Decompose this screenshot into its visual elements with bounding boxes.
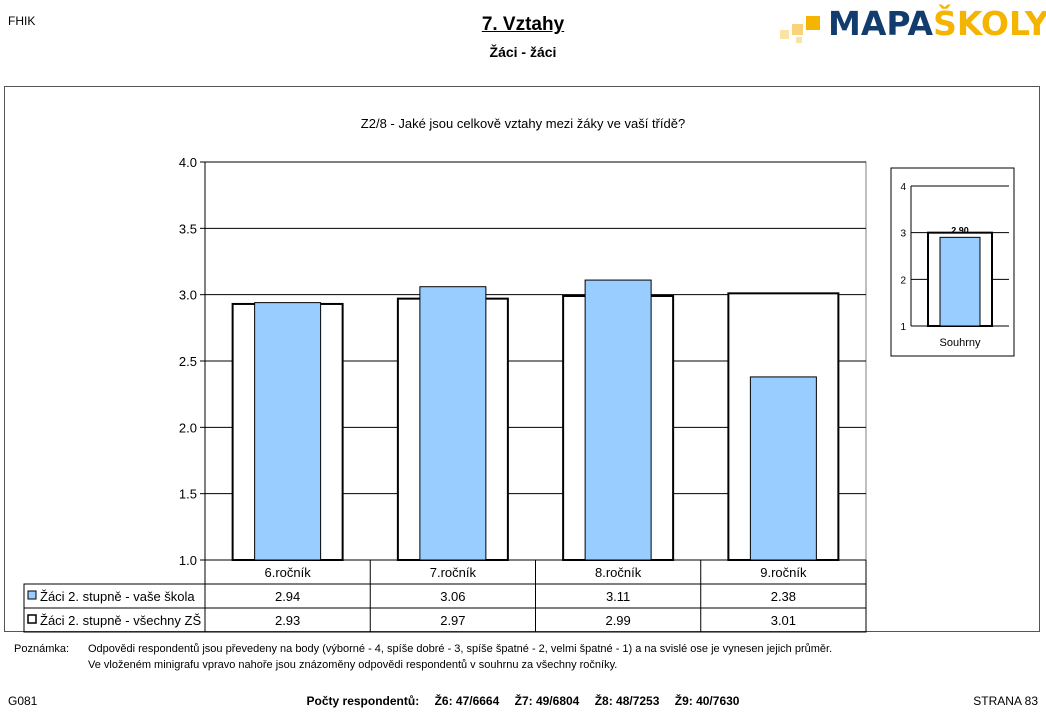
bar-your-school [584,279,652,561]
mini-category-label: Souhrny [940,337,981,349]
mini-y-tick-label: 1 [900,322,906,333]
note-line-2: Ve vloženém minigrafu vpravo nahoře jsou… [88,659,618,671]
y-tick-label: 4.0 [179,155,197,170]
bar-your-school [419,286,487,561]
y-tick-label: 3.0 [179,288,197,303]
respondents-label: Počty respondentů: [306,694,420,708]
y-tick-label: 1.0 [179,553,197,568]
mini-data-label: 2.90 [951,225,969,235]
table-value-your-school: 2.38 [771,589,796,604]
respondent-count: Ž9: 40/7630 [674,694,740,708]
legend-label-your-school: Žáci 2. stupně - vaše škola [40,589,195,604]
respondent-count: Ž8: 48/7253 [594,694,660,708]
logo: MAPAŠKOLY [778,4,1046,44]
chart-title: Z2/8 - Jaké jsou celkově vztahy mezi žák… [360,116,686,131]
table-value-all-schools: 2.99 [605,613,630,628]
footer-code: G081 [8,694,38,708]
main-chart: 1.0 1.5 2.0 2.5 3.0 3.5 4.0 6.ročník 2.94 2.93 7.r… [23,155,867,633]
y-tick-label: 3.5 [179,221,197,236]
respondent-count: Ž6: 47/6664 [434,694,500,708]
x-category-label: 9.ročník [760,565,807,580]
page-title: 7. Vztahy [481,14,565,35]
bar-your-school [749,376,817,561]
table-value-your-school: 3.06 [440,589,465,604]
legend-label-all-schools: Žáci 2. stupně - všechny ZŠ [40,613,201,628]
bar-your-school [254,302,322,561]
y-tick-label: 2.5 [179,354,197,369]
page-number: STRANA 83 [973,694,1038,708]
mini-y-tick-label: 2 [900,275,906,286]
page-subtitle: Žáci - žáci [489,44,557,60]
corner-label: FHIK [8,14,36,28]
footer-respondents: Počty respondentů: Ž6: 47/6664 Ž7: 49/68… [0,694,1046,708]
legend-swatch-your-school [27,590,37,600]
table-value-all-schools: 3.01 [771,613,796,628]
table-value-all-schools: 2.93 [275,613,300,628]
note-line-1: Odpovědi respondentů jsou převedeny na b… [88,643,833,655]
mini-chart: 1 2 3 4 2.90 Souhrny [890,167,1015,357]
note-label: Poznámka: [14,643,70,655]
logo-text-part1: MAPA [828,4,934,43]
x-category-label: 7.ročník [430,565,477,580]
logo-text-part2: ŠKOLY [933,4,1046,43]
logo-squares-icon [780,16,820,43]
y-tick-label: 1.5 [179,487,197,502]
mini-y-tick-label: 3 [900,229,906,240]
x-category-label: 6.ročník [265,565,312,580]
table-value-all-schools: 2.97 [440,613,465,628]
legend-swatch-all-schools [27,614,37,624]
y-tick-label: 2.0 [179,420,197,435]
respondent-count: Ž7: 49/6804 [514,694,580,708]
mini-y-tick-label: 4 [900,182,906,193]
mini-bar-your-school [939,236,981,327]
x-category-label: 8.ročník [595,565,642,580]
table-value-your-school: 2.94 [275,589,300,604]
table-value-your-school: 3.11 [606,589,630,604]
